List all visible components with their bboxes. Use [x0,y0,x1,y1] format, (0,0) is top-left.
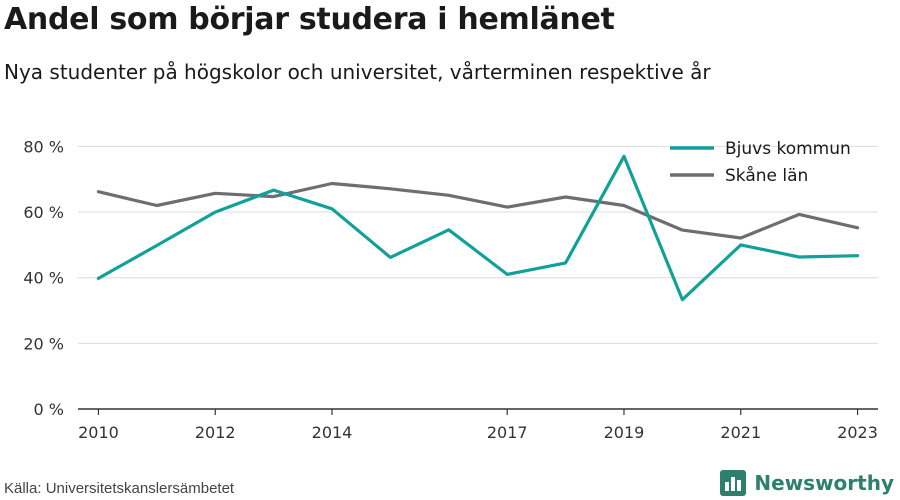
bar-chart-logo-icon [720,470,747,496]
x-tick-label: 2021 [720,423,761,442]
chart-subtitle: Nya studenter på högskolor och universit… [4,60,711,84]
x-tick-label: 2010 [78,423,119,442]
legend-label: Skåne län [725,165,808,186]
y-tick-label: 20 % [23,334,64,353]
chart-title: Andel som börjar studera i hemlänet [4,2,615,37]
y-axis-ticks: 0 % 20 % 40 % 60 % 80 % [23,137,64,419]
gridlines [78,145,878,344]
x-tick-label: 2017 [487,423,528,442]
y-tick-label: 0 % [34,400,64,419]
series-line-0 [96,154,860,302]
brand-name: Newsworthy [754,471,894,495]
x-tick-label: 2014 [312,423,353,442]
x-tick-label: 2012 [195,423,236,442]
y-tick-label: 40 % [23,269,64,288]
x-tick-label: 2019 [604,423,645,442]
y-tick-label: 80 % [23,137,64,156]
source-note: Källa: Universitetskanslersämbetet [4,480,235,497]
series-lines [96,154,860,302]
series-line-1 [96,181,860,240]
x-axis: 2010 2012 2014 2017 2019 2021 2023 [78,408,878,442]
x-tick-label: 2023 [837,423,878,442]
legend: Bjuvs kommun Skåne län [670,139,851,186]
y-tick-label: 60 % [23,203,64,222]
legend-label: Bjuvs kommun [725,139,851,159]
brand-logo: Newsworthy [720,468,894,498]
